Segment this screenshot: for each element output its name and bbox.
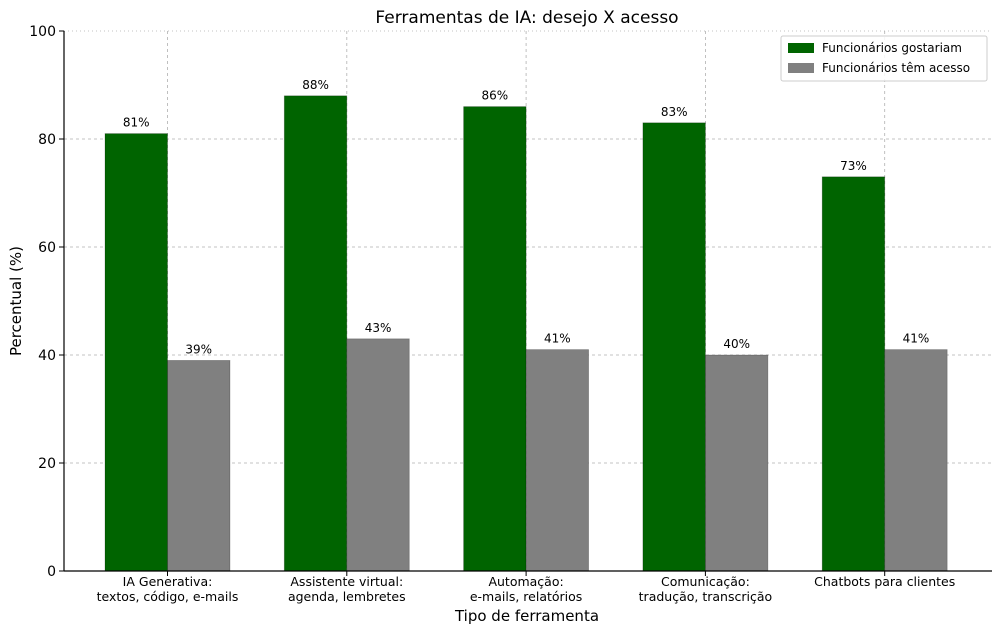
- bar-series-0: [642, 122, 706, 572]
- bar-series-0: [821, 176, 886, 572]
- x-tick-label: Automação:: [488, 574, 563, 589]
- data-label: 83%: [661, 105, 688, 119]
- bar-series-1: [346, 338, 410, 572]
- y-tick-label: 0: [47, 564, 56, 580]
- chart-title: Ferramentas de IA: desejo X acesso: [375, 8, 678, 28]
- data-label: 39%: [185, 342, 212, 356]
- x-tick-label: agenda, lembretes: [288, 589, 406, 604]
- data-label: 86%: [482, 89, 509, 103]
- legend-swatch-series-1: [788, 63, 814, 73]
- x-axis-label: Tipo de ferramenta: [454, 607, 599, 625]
- bars-layer: [104, 95, 948, 572]
- y-tick-label: 20: [38, 456, 56, 472]
- data-label: 43%: [365, 321, 392, 335]
- y-tick-label: 100: [29, 24, 56, 40]
- axes-layer: [63, 31, 992, 572]
- legend: Funcionários gostariam Funcionários têm …: [780, 35, 988, 82]
- data-label: 41%: [544, 332, 571, 346]
- bar-series-0: [283, 95, 348, 572]
- legend-swatch-series-0: [788, 43, 814, 53]
- x-tick-label: e-mails, relatórios: [470, 589, 582, 604]
- y-tick-label: 40: [38, 348, 56, 364]
- data-label: 40%: [723, 337, 750, 351]
- data-label: 88%: [302, 78, 329, 92]
- bar-series-0: [463, 106, 527, 572]
- legend-label-series-1: Funcionários têm acesso: [822, 61, 970, 75]
- x-tick-label: tradução, transcrição: [639, 589, 772, 604]
- bar-series-0: [104, 133, 168, 572]
- x-tick-label: textos, código, e-mails: [97, 589, 239, 604]
- x-tick-label: Chatbots para clientes: [814, 574, 955, 589]
- bar-series-1: [167, 359, 231, 572]
- y-tick-label: 80: [38, 132, 56, 148]
- y-axis-label: Percentual (%): [7, 246, 25, 356]
- x-tick-label: Comunicação:: [661, 574, 750, 589]
- x-tick-label: Assistente virtual:: [290, 574, 403, 589]
- bar-series-1: [884, 349, 948, 572]
- y-tick-label: 60: [38, 240, 56, 256]
- data-label: 73%: [840, 159, 867, 173]
- data-label: 41%: [903, 332, 930, 346]
- bar-series-1: [525, 349, 589, 572]
- bar-series-1: [705, 354, 769, 572]
- legend-box: [780, 35, 988, 82]
- x-tick-label: IA Generativa:: [123, 574, 213, 589]
- data-label: 81%: [123, 116, 150, 130]
- legend-label-series-0: Funcionários gostariam: [822, 41, 962, 55]
- ticks-layer: 0 20 40 60 80 100 IA Generativa:textos, código…: [29, 24, 955, 604]
- data-labels-layer: 81% 88% 86% 83% 73% 39% 43% 41% 40% 41%: [123, 78, 929, 357]
